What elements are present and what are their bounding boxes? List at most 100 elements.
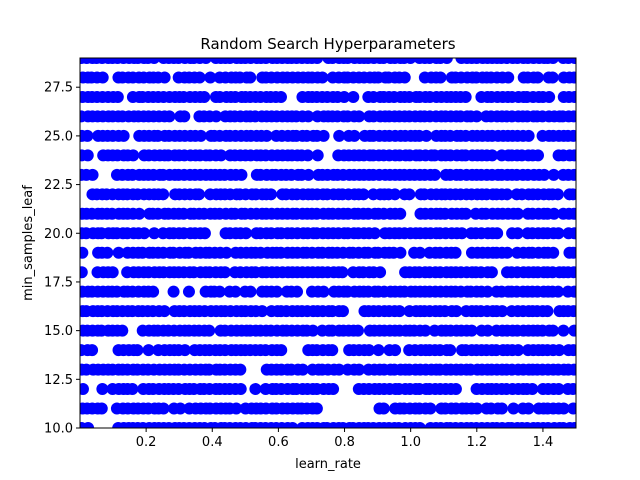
data-point: [96, 71, 109, 84]
data-point: [82, 422, 95, 428]
data-point: [374, 266, 387, 279]
data-point: [486, 149, 499, 162]
data-point: [198, 227, 211, 240]
data-point: [229, 285, 242, 298]
chart-title: Random Search Hyperparameters: [200, 35, 455, 53]
data-point: [567, 129, 576, 142]
x-tick-label: 1.4: [533, 435, 554, 450]
data-point: [567, 246, 576, 259]
data-point: [210, 110, 223, 123]
data-point: [116, 324, 129, 337]
data-point: [86, 344, 99, 357]
data-point: [86, 168, 99, 181]
data-point: [311, 58, 324, 64]
data-point: [491, 227, 504, 240]
data-point: [543, 90, 556, 103]
data-point: [512, 344, 525, 357]
data-point: [353, 363, 366, 376]
data-point: [553, 344, 566, 357]
y-tick-label: 12.5: [44, 373, 73, 388]
data-point: [450, 305, 463, 318]
data-point: [158, 71, 171, 84]
data-point: [111, 90, 124, 103]
data-point: [404, 58, 417, 64]
data-point: [80, 383, 89, 396]
data-point: [230, 402, 243, 415]
y-tick-label: 15.0: [44, 324, 73, 339]
y-tick-label: 27.5: [44, 81, 73, 96]
x-tick-label: 0.6: [268, 435, 289, 450]
data-point: [317, 285, 330, 298]
data-point: [531, 71, 544, 84]
data-point: [368, 227, 381, 240]
data-point: [336, 266, 349, 279]
data-point: [235, 168, 248, 181]
data-point: [548, 207, 561, 220]
data-point: [394, 207, 407, 220]
data-point: [434, 71, 447, 84]
data-point: [347, 90, 360, 103]
data-point: [567, 110, 576, 123]
y-tick-label: 10.0: [44, 422, 73, 437]
data-point: [455, 227, 468, 240]
data-point: [336, 305, 349, 318]
y-tick-label: 17.5: [44, 275, 73, 290]
data-point: [157, 402, 170, 415]
x-tick-label: 0.2: [136, 435, 157, 450]
data-point: [547, 168, 560, 181]
data-point: [502, 71, 515, 84]
data-point: [291, 285, 304, 298]
data-point: [131, 344, 144, 357]
data-point: [440, 58, 453, 64]
data-point: [449, 246, 462, 259]
data-point: [444, 344, 457, 357]
data-point: [372, 344, 385, 357]
data-point: [538, 168, 551, 181]
data-point: [546, 58, 559, 64]
data-point: [260, 129, 273, 142]
data-point: [193, 71, 206, 84]
x-tick-label: 1.0: [400, 435, 421, 450]
data-point: [568, 324, 576, 337]
data-point: [394, 246, 407, 259]
data-point: [256, 305, 269, 318]
data-point: [357, 188, 370, 201]
data-point: [567, 266, 576, 279]
data-point: [220, 246, 233, 259]
x-tick-label: 0.4: [202, 435, 223, 450]
data-point: [522, 129, 535, 142]
data-point: [244, 285, 257, 298]
data-point: [501, 246, 514, 259]
data-point: [163, 110, 176, 123]
data-point: [117, 129, 130, 142]
data-point: [302, 168, 315, 181]
data-point: [80, 266, 88, 279]
data-point: [234, 383, 247, 396]
data-point: [192, 188, 205, 201]
data-point: [95, 402, 108, 415]
data-point: [568, 149, 576, 162]
data-point: [234, 363, 247, 376]
data-point: [413, 246, 426, 259]
data-point: [333, 129, 346, 142]
data-point: [215, 149, 228, 162]
data-point: [413, 422, 426, 428]
data-point: [286, 422, 299, 428]
scatter-points: [80, 58, 576, 428]
data-point: [112, 246, 125, 259]
data-point: [316, 71, 329, 84]
data-point: [198, 90, 211, 103]
data-point: [481, 285, 494, 298]
data-point: [449, 383, 462, 396]
data-point: [311, 149, 324, 162]
data-point: [148, 227, 161, 240]
data-point: [552, 383, 565, 396]
data-point: [568, 168, 576, 181]
y-tick-label: 20.0: [44, 227, 73, 242]
data-point: [194, 129, 207, 142]
data-point: [511, 227, 524, 240]
data-point: [157, 188, 170, 201]
data-point: [388, 188, 401, 201]
data-point: [567, 305, 576, 318]
data-point: [296, 363, 309, 376]
